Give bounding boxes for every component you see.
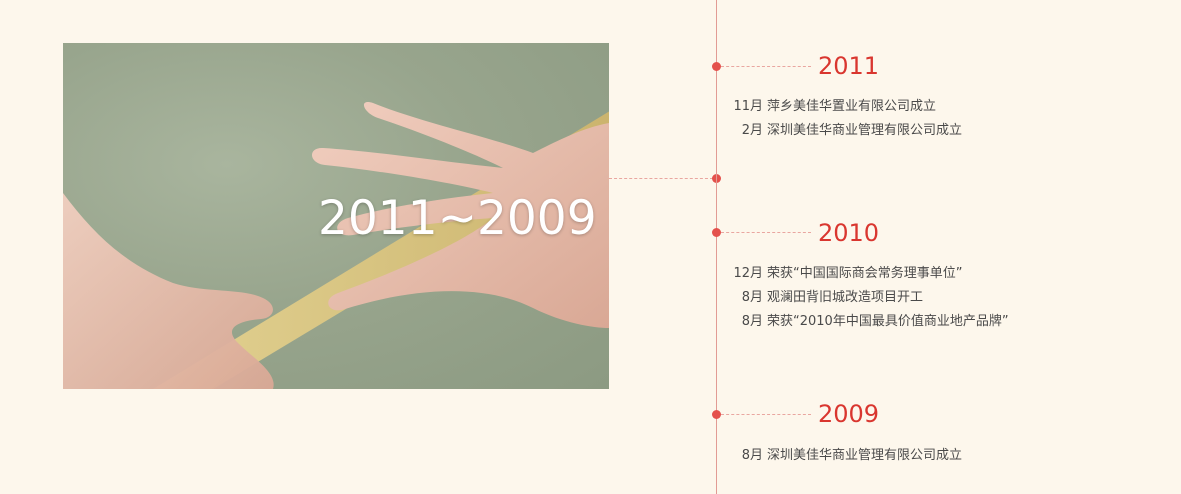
event-month: 2月 — [741, 123, 763, 138]
hero-connector — [609, 178, 713, 179]
event-list-2009: 8月 深圳美佳华商业管理有限公司成立 — [725, 444, 962, 468]
event-month: 8月 — [741, 314, 763, 329]
event-list-2010: 12月 荣获“中国国际商会常务理事单位” 8月 观澜田背旧城改造项目开工 8月 … — [725, 262, 1009, 334]
timeline-dot-2011 — [712, 62, 721, 71]
event-text: 深圳美佳华商业管理有限公司成立 — [767, 123, 963, 138]
timeline-dot-2010 — [712, 228, 721, 237]
event-list-2011: 11月 萍乡美佳华置业有限公司成立 2月 深圳美佳华商业管理有限公司成立 — [725, 95, 962, 143]
event-month: 11月 — [733, 99, 763, 114]
event-text: 荣获“中国国际商会常务理事单位” — [767, 266, 963, 281]
timeline-year: 2010 — [818, 219, 880, 247]
timeline-dash-2010 — [721, 232, 811, 233]
hero-title: 2011~2009 — [318, 191, 597, 246]
event-month: 12月 — [733, 266, 763, 281]
baton-handoff-illustration — [63, 101, 609, 389]
event-item: 8月 观澜田背旧城改造项目开工 — [725, 286, 1009, 310]
event-item: 8月 深圳美佳华商业管理有限公司成立 — [725, 444, 962, 468]
event-item: 8月 荣获“2010年中国最具价值商业地产品牌” — [725, 310, 1009, 334]
timeline-year: 2011 — [818, 52, 880, 80]
timeline-year: 2009 — [818, 400, 880, 428]
event-month: 8月 — [741, 448, 763, 463]
event-item: 2月 深圳美佳华商业管理有限公司成立 — [725, 119, 962, 143]
timeline-dash-2009 — [721, 414, 811, 415]
event-item: 12月 荣获“中国国际商会常务理事单位” — [725, 262, 1009, 286]
event-text: 萍乡美佳华置业有限公司成立 — [767, 99, 937, 114]
event-item: 11月 萍乡美佳华置业有限公司成立 — [725, 95, 962, 119]
timeline-line — [716, 0, 717, 494]
hero-image: 2011~2009 — [63, 43, 609, 389]
event-text: 观澜田背旧城改造项目开工 — [767, 290, 924, 305]
timeline-dash-2011 — [721, 66, 811, 67]
event-text: 荣获“2010年中国最具价值商业地产品牌” — [767, 314, 1009, 329]
event-text: 深圳美佳华商业管理有限公司成立 — [767, 448, 963, 463]
timeline-dot-2009 — [712, 410, 721, 419]
event-month: 8月 — [741, 290, 763, 305]
